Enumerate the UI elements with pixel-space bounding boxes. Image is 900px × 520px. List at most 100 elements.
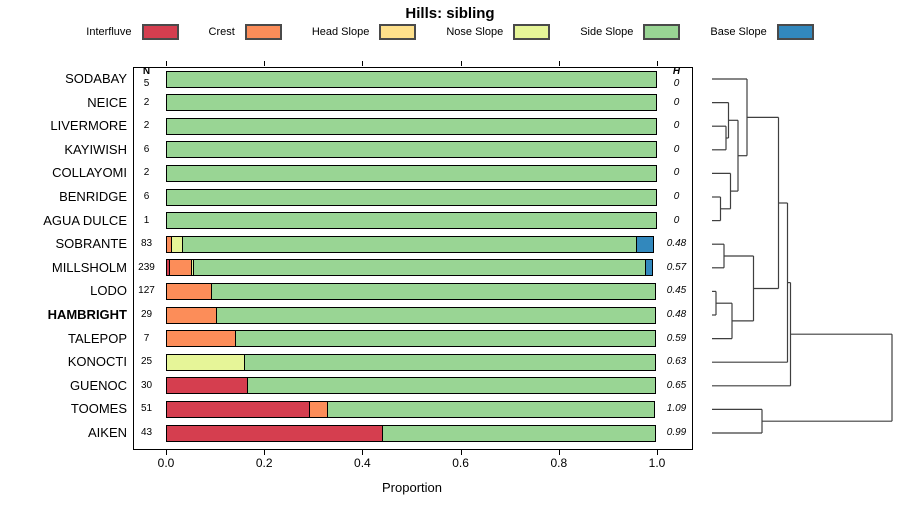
legend-swatch: [379, 24, 417, 40]
x-axis-tick: [558, 449, 560, 455]
bar-segment: [166, 70, 657, 88]
legend-swatch: [244, 24, 282, 40]
x-axis-tick-top: [362, 61, 364, 66]
legend-swatch: [776, 24, 814, 40]
legend-item: Crest: [209, 24, 282, 40]
x-axis-tick-label: 0.4: [354, 456, 371, 470]
bar-segment: [166, 400, 311, 418]
legend-swatch: [513, 24, 551, 40]
row-label: BENRIDGE: [59, 189, 127, 204]
row-label: SODABAY: [65, 71, 127, 86]
legend-item: Base Slope: [710, 24, 814, 40]
stacked-bar: [166, 141, 657, 159]
stacked-bar: [166, 188, 657, 206]
bar-segment: [168, 259, 192, 277]
h-value: 0.48: [666, 238, 687, 250]
x-axis-tick-label: 0.8: [550, 456, 568, 470]
bar-segment: [166, 141, 657, 159]
bar-segment: [166, 377, 248, 395]
legend-swatch: [141, 24, 179, 40]
h-value: 0.65: [666, 379, 687, 391]
row-label: COLLAYOMI: [52, 165, 127, 181]
stacked-bar: [166, 282, 656, 300]
stacked-bar: [166, 70, 657, 88]
bar-segment: [181, 235, 638, 253]
bar-segment: [309, 400, 329, 418]
row-label: TOOMES: [70, 401, 127, 417]
n-value: 127: [138, 285, 155, 297]
bar-segment: [193, 259, 646, 277]
bar-segment: [166, 424, 384, 442]
x-axis-tick-label: 0.2: [255, 456, 273, 470]
bar-segment: [166, 188, 657, 206]
h-value: 0.59: [666, 332, 687, 344]
x-axis-tick-label: 1.0: [648, 456, 666, 470]
stacked-bar: [166, 94, 657, 112]
h-value: 0.45: [666, 285, 687, 297]
n-value: 1: [143, 214, 150, 226]
stacked-bar: [166, 306, 656, 324]
legend-item: Side Slope: [580, 24, 681, 40]
row-label: HAMBRIGHT: [47, 307, 127, 322]
n-value: 2: [143, 167, 150, 179]
bar-segment: [211, 282, 656, 300]
n-value: 43: [140, 427, 153, 438]
h-value: 0: [673, 78, 680, 89]
stacked-bar: [166, 377, 656, 395]
legend: Interfluve Crest Head Slope Nose Slope Side …: [0, 24, 900, 40]
bar-segment: [166, 164, 657, 182]
stacked-bar: [166, 212, 657, 230]
h-value: 0: [673, 143, 680, 155]
x-axis-tick: [657, 449, 658, 455]
h-value: 0: [673, 167, 680, 179]
row-label: AGUA DULCE: [43, 212, 127, 228]
n-value: 7: [143, 332, 150, 344]
x-axis-tick: [264, 449, 266, 455]
stacked-bar: [166, 164, 657, 182]
legend-item: Nose Slope: [446, 24, 551, 40]
n-value: 6: [143, 191, 150, 202]
bar-segment: [166, 117, 657, 135]
n-value: 6: [143, 143, 150, 155]
bar-segment: [327, 400, 655, 418]
bar-segment: [246, 377, 656, 395]
n-value: 29: [140, 309, 153, 320]
row-label: GUENOC: [69, 377, 127, 393]
x-axis-tick-top: [166, 61, 167, 66]
x-axis-label: Proportion: [382, 480, 442, 495]
row-label: MILLSHOLM: [51, 259, 127, 275]
legend-label: Side Slope: [580, 26, 634, 38]
stacked-bar: [166, 400, 655, 418]
stacked-bar: [166, 424, 656, 442]
n-value: 2: [143, 120, 150, 132]
row-label: LIVERMORE: [50, 118, 127, 134]
legend-item: Interfluve: [86, 24, 179, 40]
x-axis-tick: [166, 449, 167, 455]
row-label: AIKEN: [87, 425, 127, 440]
legend-label: Nose Slope: [446, 26, 504, 38]
h-value: 0: [673, 96, 680, 108]
x-axis-tick-top: [460, 61, 462, 66]
n-column-header: N: [142, 66, 151, 77]
n-value: 239: [138, 261, 155, 273]
h-value: 0.57: [666, 261, 687, 273]
row-label: NEICE: [87, 94, 127, 110]
row-label: KONOCTI: [67, 354, 127, 370]
stacked-bar: [166, 235, 654, 253]
bar-segment: [166, 94, 657, 112]
bar-segment: [166, 282, 213, 300]
x-axis-tick-label: 0.6: [452, 456, 469, 470]
row-label: SOBRANTE: [55, 236, 127, 252]
legend-swatch: [643, 24, 681, 40]
stacked-bar: [166, 353, 656, 371]
h-value: 0.63: [666, 356, 687, 368]
legend-label: Interfluve: [86, 26, 132, 38]
x-axis-tick-top: [264, 61, 266, 66]
n-value: 51: [140, 403, 153, 415]
h-value: 0: [673, 191, 680, 202]
h-column-header: H: [672, 66, 681, 77]
row-label: KAYIWISH: [64, 141, 127, 157]
bar-segment: [166, 353, 245, 371]
h-value: 0.99: [666, 427, 687, 438]
